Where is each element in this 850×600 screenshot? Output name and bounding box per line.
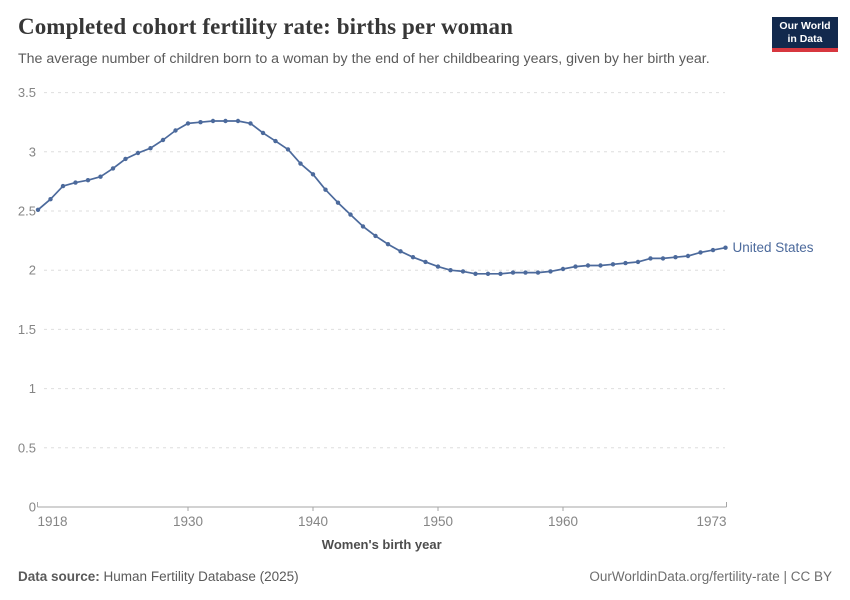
data-point <box>285 147 291 152</box>
series-united-states[interactable]: United States <box>35 118 814 276</box>
data-point <box>573 264 578 269</box>
data-source-value: Human Fertility Database (2025) <box>103 569 299 584</box>
x-tick-label: 1950 <box>423 514 453 529</box>
data-point <box>135 150 141 156</box>
data-point <box>723 245 728 250</box>
data-point <box>123 156 128 162</box>
data-point <box>298 161 303 166</box>
data-point <box>148 146 153 151</box>
owid-logo-line1: Our World <box>779 20 831 32</box>
data-point <box>623 260 628 266</box>
data-point <box>185 121 191 126</box>
data-point <box>510 270 516 275</box>
owid-logo-box: Our World in Data <box>772 17 838 48</box>
data-point <box>248 121 253 126</box>
data-point <box>685 253 691 259</box>
data-point <box>35 207 41 212</box>
x-tick-label: 1973 <box>696 514 726 529</box>
x-tick-label: 1960 <box>548 514 578 529</box>
data-point <box>223 118 228 124</box>
x-tick-label: 1930 <box>173 514 203 529</box>
data-point <box>448 268 453 273</box>
data-point <box>423 259 428 265</box>
data-point <box>198 120 203 125</box>
chart-subtitle: The average number of children born to a… <box>18 51 710 67</box>
data-point <box>498 271 503 276</box>
data-source-label: Data source: <box>18 569 100 584</box>
y-tick-label: 2 <box>29 263 36 278</box>
owid-logo[interactable]: Our World in Data <box>772 17 838 52</box>
data-point <box>710 247 716 253</box>
data-point <box>173 128 178 133</box>
owid-logo-accent-bar <box>772 48 838 52</box>
data-point <box>273 138 278 144</box>
x-tick-label: 1940 <box>298 514 328 529</box>
data-point <box>560 266 566 272</box>
data-point <box>410 255 416 260</box>
data-point <box>610 262 616 267</box>
data-point <box>373 233 378 239</box>
data-point <box>523 270 528 275</box>
data-point <box>660 256 666 261</box>
x-tick-label: 1918 <box>38 514 68 529</box>
x-axis-title: Women's birth year <box>322 537 442 552</box>
y-tick-label: 2.5 <box>18 204 36 219</box>
data-point <box>698 250 703 255</box>
data-point <box>398 249 403 254</box>
data-point <box>160 137 166 143</box>
data-point <box>435 264 441 269</box>
y-tick-label: 0.5 <box>18 440 36 455</box>
series-label: United States <box>733 240 814 255</box>
data-point <box>110 166 116 171</box>
series-line <box>37 120 726 275</box>
data-source: Data source: Human Fertility Database (2… <box>18 569 299 584</box>
data-point <box>535 270 541 275</box>
data-point <box>73 180 78 185</box>
data-point <box>598 263 603 268</box>
data-point <box>98 174 103 179</box>
credit-link[interactable]: OurWorldinData.org/fertility-rate | CC B… <box>589 569 832 584</box>
y-tick-label: 3 <box>29 144 36 159</box>
data-point <box>60 183 66 189</box>
data-point <box>323 187 328 192</box>
data-point <box>460 269 466 274</box>
data-point <box>585 263 591 268</box>
data-point <box>635 259 641 265</box>
data-point <box>310 172 316 177</box>
data-point <box>548 269 553 274</box>
data-point <box>260 130 266 136</box>
data-point <box>473 271 478 276</box>
y-tick-label: 1.5 <box>18 322 36 337</box>
data-point <box>673 255 678 260</box>
y-tick-label: 3.5 <box>18 85 36 100</box>
data-point <box>210 118 216 124</box>
data-point <box>648 256 653 261</box>
y-tick-label: 1 <box>29 381 36 396</box>
data-point <box>235 118 241 124</box>
data-point <box>335 200 341 205</box>
data-point <box>85 178 91 183</box>
data-point <box>385 242 391 247</box>
data-point <box>360 224 366 229</box>
data-point <box>48 197 53 202</box>
data-point <box>485 271 491 276</box>
data-point <box>348 212 353 217</box>
owid-logo-line2: in Data <box>787 32 823 45</box>
y-tick-label: 0 <box>29 500 36 515</box>
page-title: Completed cohort fertility rate: births … <box>18 14 514 39</box>
